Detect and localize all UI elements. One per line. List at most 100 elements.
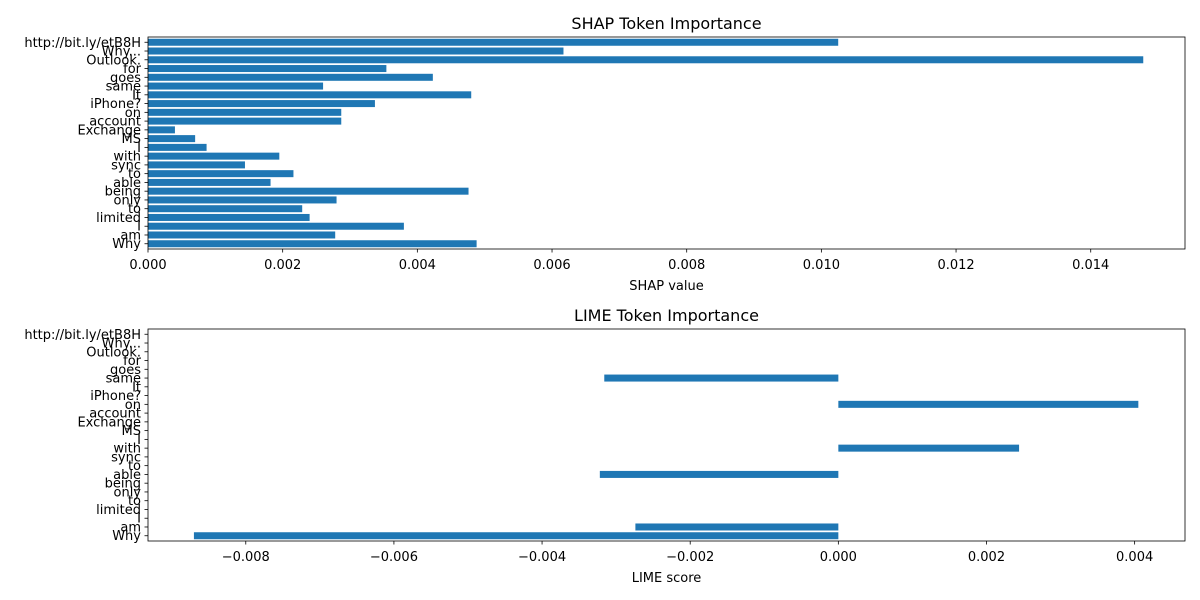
lime-y-tick-label: for — [123, 354, 142, 369]
shap-y-tick-label: goes — [110, 71, 141, 86]
lime-bar — [635, 523, 839, 531]
lime-y-tick-label: Outlook. — [86, 345, 141, 360]
shap-y-tick-label: on — [125, 106, 141, 121]
lime-y-tick-label: only — [114, 485, 142, 500]
shap-x-tick-label: 0.010 — [803, 258, 840, 273]
lime-x-axis-ticks: −0.008 −0.006 −0.004 −0.002 0.000 0.002 0.004 — [222, 541, 1153, 565]
shap-bar — [148, 196, 337, 204]
shap-bars — [148, 38, 1144, 248]
shap-bar — [148, 231, 336, 239]
lime-y-tick-label: It — [132, 380, 141, 395]
shap-y-tick-label: sync — [111, 158, 141, 173]
shap-x-tick-label: 0.014 — [1072, 258, 1109, 273]
shap-y-tick-label: It — [132, 88, 141, 103]
lime-y-tick-label: Why — [112, 529, 141, 544]
lime-y-tick-label: limited — [96, 503, 141, 518]
lime-plot-frame — [147, 328, 1186, 542]
lime-y-tick-label: am — [120, 520, 141, 535]
shap-x-tick-label: 0.008 — [668, 258, 705, 273]
shap-y-tick-label: iPhone? — [90, 97, 141, 112]
lime-chart-title: LIME Token Importance — [574, 306, 759, 325]
shap-y-tick-label: limited — [96, 211, 141, 226]
lime-y-tick-label: Exchange — [77, 415, 141, 430]
lime-x-tick-label: −0.006 — [370, 550, 418, 565]
lime-y-tick-label: MS — [122, 424, 141, 439]
lime-y-tick-label: http://bit.ly/etB8H — [24, 328, 141, 343]
shap-y-axis-ticks: WhyamIlimitedtoonlybeingabletosyncwithIM… — [24, 36, 148, 252]
shap-y-tick-label: to — [128, 202, 141, 217]
lime-y-tick-label: iPhone? — [90, 389, 141, 404]
shap-bar — [148, 143, 207, 151]
lime-x-tick-label: −0.004 — [518, 550, 566, 565]
shap-y-tick-label: am — [120, 228, 141, 243]
shap-y-tick-label: to — [128, 167, 141, 182]
shap-y-tick-label: account — [89, 115, 141, 130]
shap-y-tick-label: Exchange — [77, 123, 141, 138]
shap-x-tick-label: 0.002 — [264, 258, 301, 273]
shap-bar — [148, 56, 1144, 64]
lime-y-tick-label: with — [113, 442, 141, 457]
shap-bar — [148, 187, 469, 195]
shap-y-tick-label: for — [123, 62, 142, 77]
shap-panel: SHAP Token Importance WhyamIlimitedtoonl… — [24, 14, 1186, 294]
lime-x-tick-label: 0.002 — [968, 550, 1005, 565]
shap-y-tick-label: Outlook. — [86, 53, 141, 68]
lime-x-tick-label: −0.002 — [666, 550, 714, 565]
lime-x-tick-label: 0.000 — [820, 550, 857, 565]
shap-y-tick-label: I — [137, 220, 141, 235]
shap-chart-title: SHAP Token Importance — [571, 14, 761, 33]
shap-bar — [148, 240, 477, 248]
shap-bar — [148, 108, 342, 116]
lime-y-tick-label: to — [128, 459, 141, 474]
lime-bar — [193, 532, 839, 540]
lime-bar — [604, 374, 839, 382]
shap-bar — [148, 135, 196, 143]
lime-x-tick-label: −0.008 — [222, 550, 270, 565]
shap-x-axis-label: SHAP value — [629, 279, 703, 294]
lime-y-tick-label: on — [125, 398, 141, 413]
lime-y-axis-ticks: WhyamIlimitedtoonlybeingabletosyncwithIM… — [24, 328, 148, 544]
shap-y-tick-label: MS — [122, 132, 141, 147]
shap-bar — [148, 152, 280, 160]
shap-bar — [148, 213, 310, 221]
lime-y-tick-label: I — [137, 433, 141, 448]
shap-y-tick-label: able — [113, 176, 141, 191]
shap-bar — [148, 126, 175, 134]
shap-bar — [148, 161, 245, 169]
lime-panel: LIME Token Importance WhyamIlimitedtoonl… — [24, 306, 1186, 586]
shap-y-tick-label: same — [106, 80, 141, 95]
lime-y-tick-label: Why... — [102, 337, 141, 352]
lime-x-tick-label: 0.004 — [1116, 550, 1153, 565]
lime-y-tick-label: sync — [111, 450, 141, 465]
lime-bars — [193, 374, 1139, 540]
shap-bar — [148, 91, 472, 99]
lime-bar — [838, 444, 1020, 452]
lime-y-tick-label: same — [106, 372, 141, 387]
lime-bar — [838, 400, 1139, 408]
shap-y-tick-label: http://bit.ly/etB8H — [24, 36, 141, 51]
shap-x-tick-label: 0.012 — [937, 258, 974, 273]
shap-x-axis-ticks: 0.000 0.002 0.004 0.006 0.008 0.010 0.012 0.014 — [129, 249, 1109, 273]
shap-bar — [148, 65, 387, 73]
lime-y-tick-label: able — [113, 468, 141, 483]
lime-x-axis-label: LIME score — [632, 571, 702, 586]
shap-bar — [148, 47, 564, 55]
shap-x-tick-label: 0.000 — [129, 258, 166, 273]
lime-y-tick-label: goes — [110, 363, 141, 378]
shap-x-tick-label: 0.004 — [399, 258, 436, 273]
shap-plot-frame — [147, 36, 1186, 250]
shap-bar — [148, 117, 342, 125]
lime-y-tick-label: being — [105, 477, 141, 492]
shap-bar — [148, 222, 404, 230]
shap-y-tick-label: being — [105, 185, 141, 200]
lime-bar — [599, 470, 839, 478]
shap-bar — [148, 178, 271, 186]
lime-y-tick-label: I — [137, 512, 141, 527]
shap-y-tick-label: Why... — [102, 45, 141, 60]
shap-y-tick-label: only — [114, 193, 142, 208]
shap-bar — [148, 38, 839, 46]
shap-bar — [148, 73, 433, 81]
shap-y-tick-label: with — [113, 150, 141, 165]
shap-bar — [148, 82, 324, 90]
